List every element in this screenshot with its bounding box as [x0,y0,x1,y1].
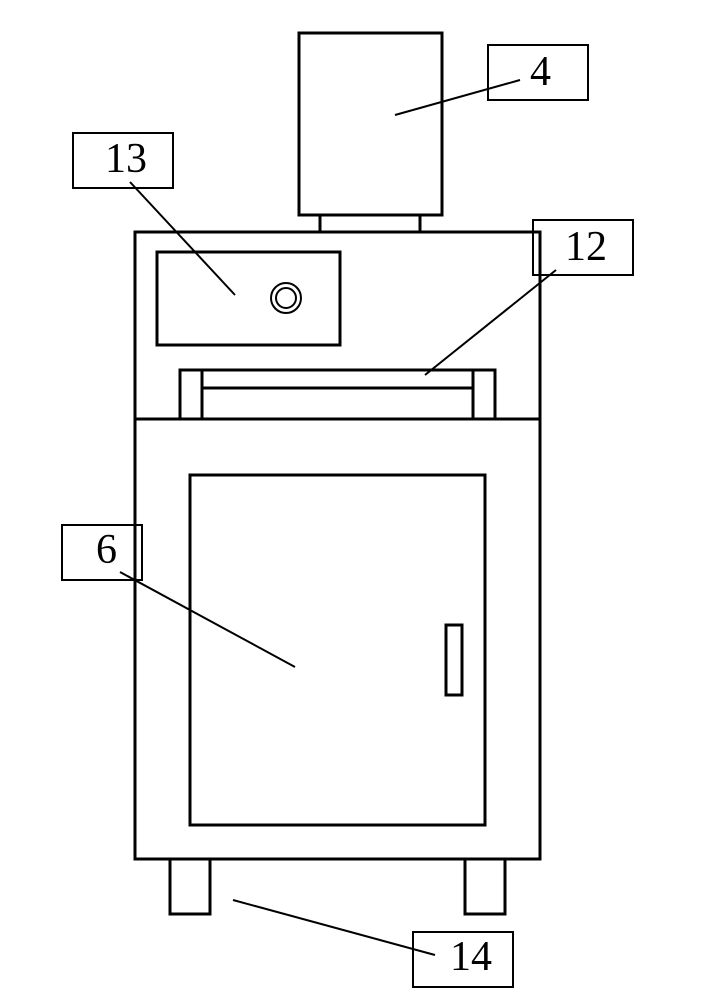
cal-13-leader [130,182,235,295]
cal-13-label: 13 [105,136,147,182]
cal-4-label: 4 [530,49,551,95]
door-handle [446,625,462,695]
cal-6-label: 6 [96,527,117,573]
foot-left [170,859,210,914]
main-lower-body [135,419,540,859]
foot-right [465,859,505,914]
technical-diagram: 4 13 12 6 14 [0,0,704,1000]
top-neck [320,215,420,232]
handle-post-left [180,370,202,419]
control-panel [157,252,340,345]
cal-12-leader [425,270,556,375]
knob-inner [276,288,296,308]
cal-12-label: 12 [565,224,607,270]
cal-6-leader [120,572,295,667]
door [190,475,485,825]
cal-4-leader [395,80,520,115]
main-upper-body [135,232,540,419]
top-box [299,33,442,215]
handle-post-right [473,370,495,419]
cal-14-leader [233,900,435,955]
cal-14-label: 14 [450,934,492,980]
